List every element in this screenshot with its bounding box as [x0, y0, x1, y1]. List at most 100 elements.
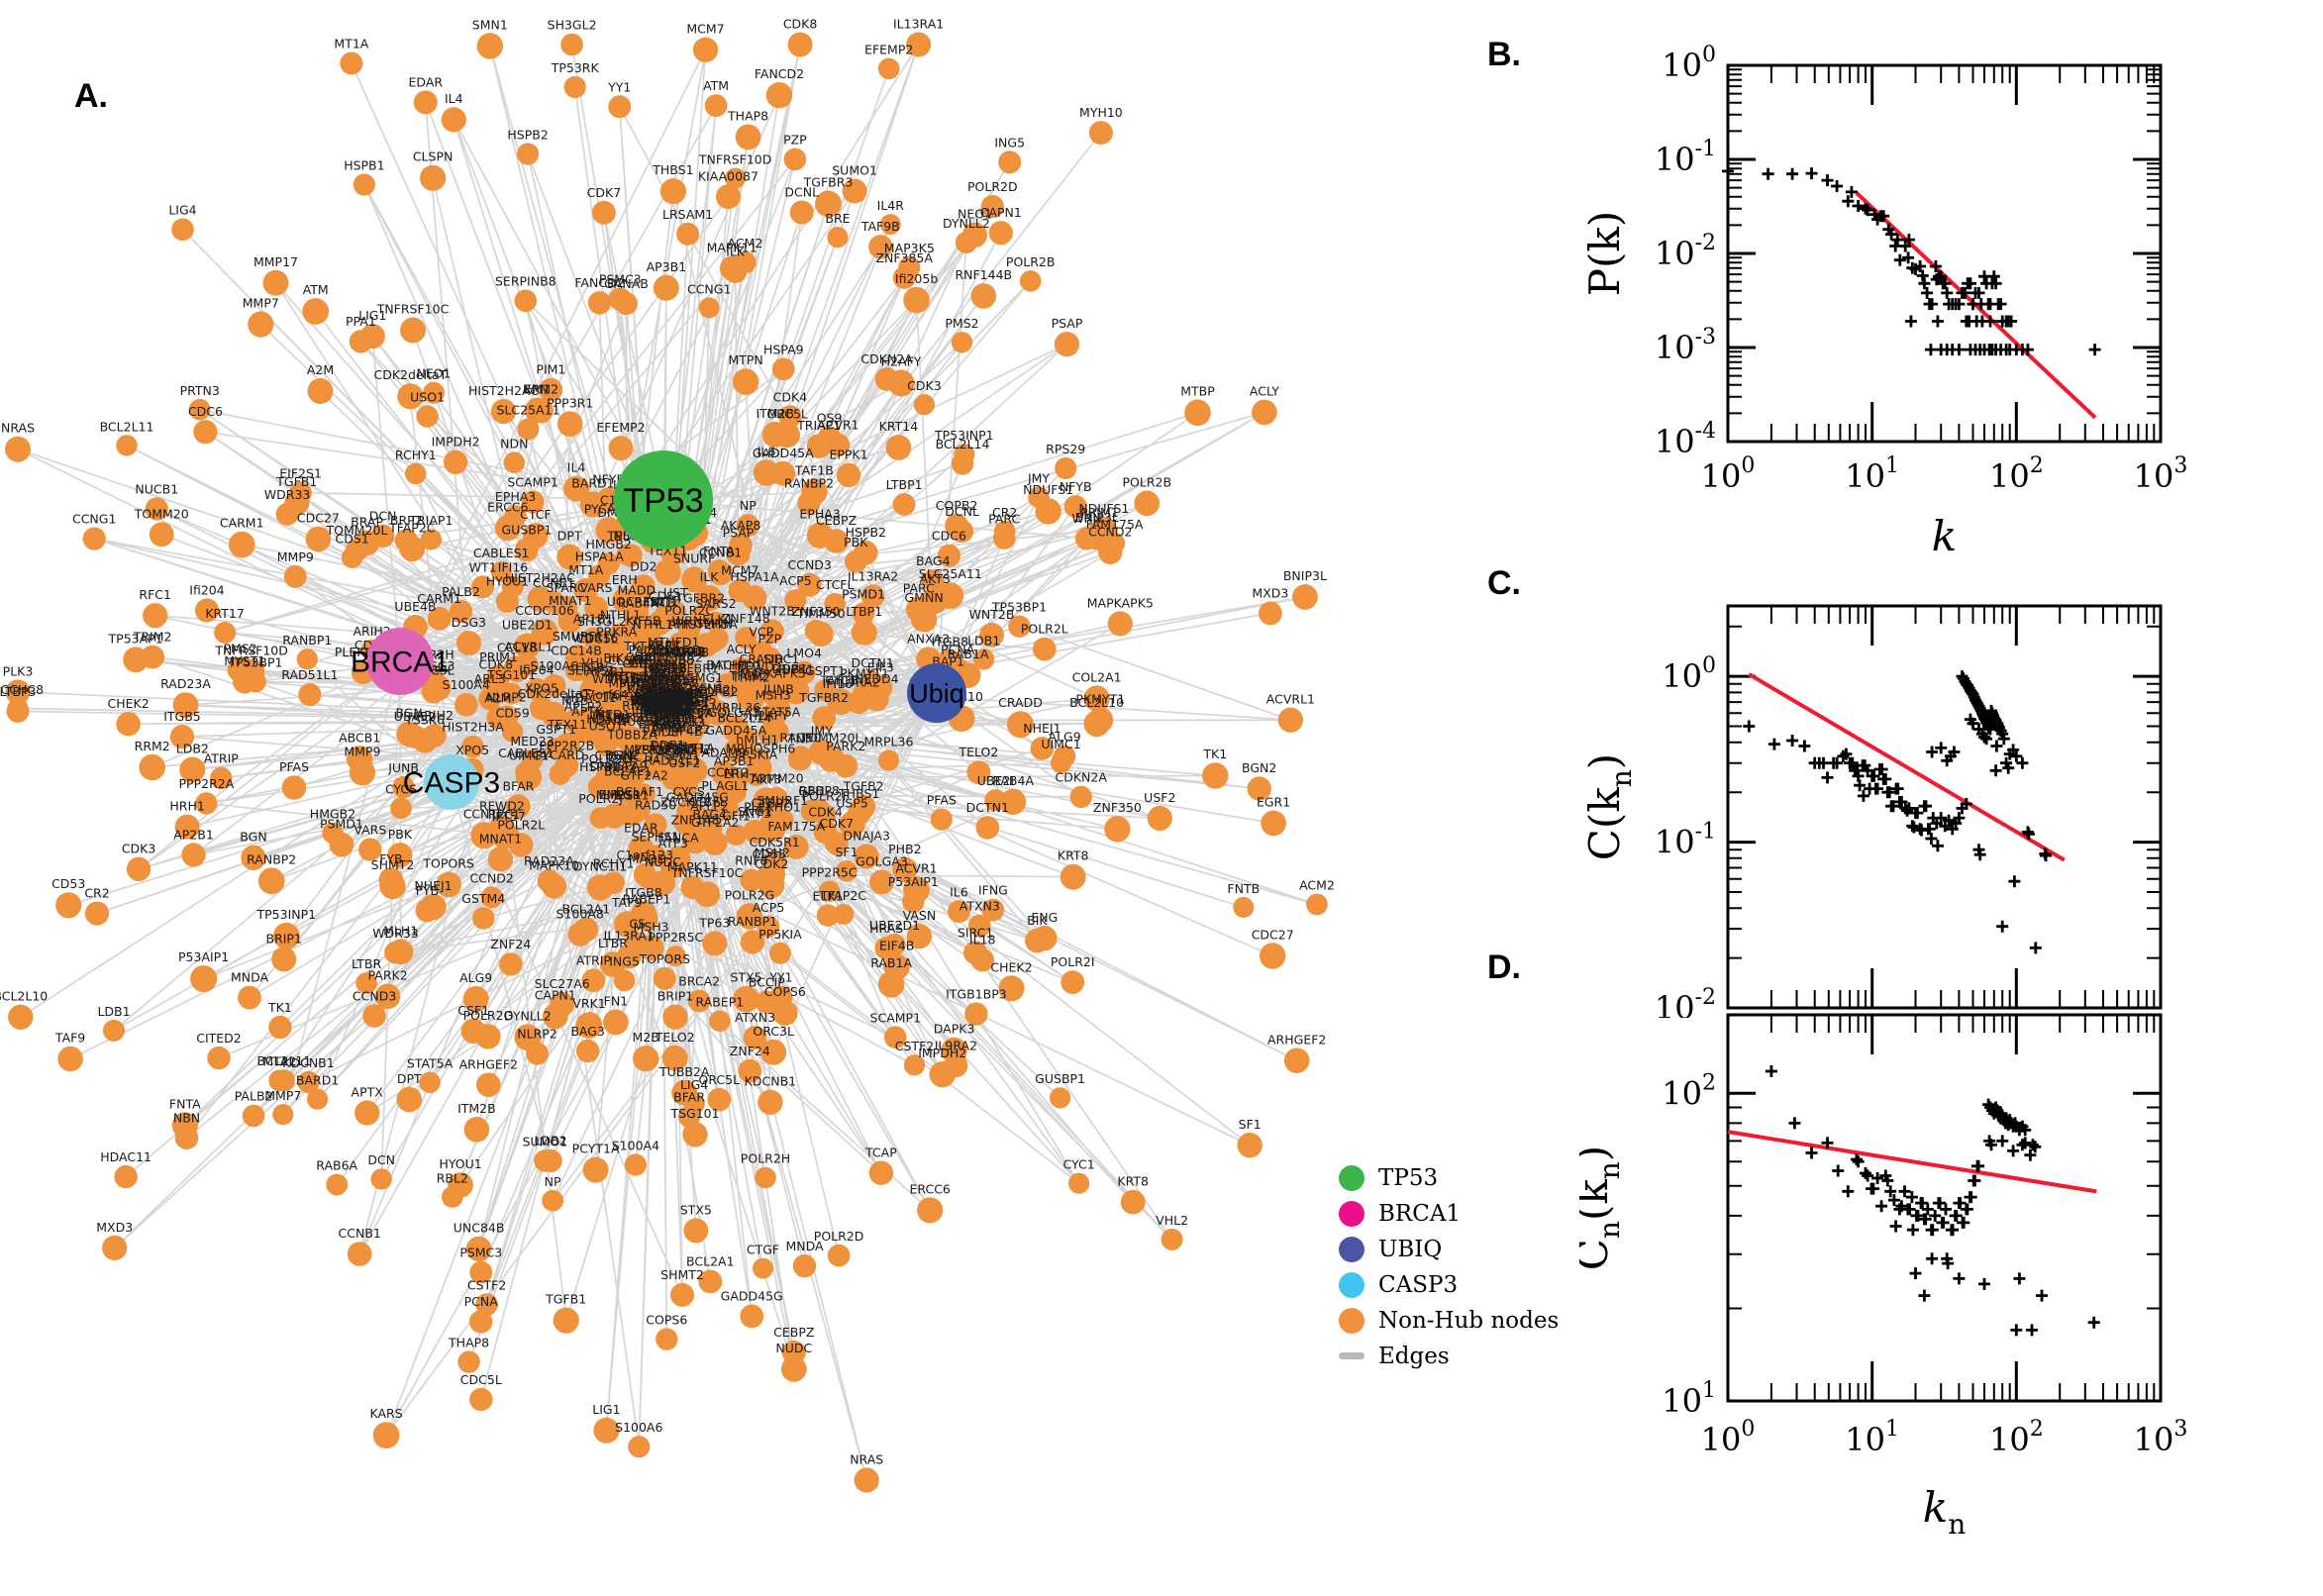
network-node	[57, 1046, 83, 1072]
network-node	[1088, 121, 1113, 146]
network-node-label: BAG3	[653, 693, 687, 708]
legend-item-non-hub-nodes: Non-Hub nodes	[1339, 1307, 1559, 1334]
network-node-label: BRIP1	[265, 931, 301, 946]
network-node-label: ACLY	[727, 642, 757, 656]
network-node-label: CD53	[753, 847, 786, 861]
network-node-label: RAD50	[635, 797, 676, 812]
network-node-label: PSMC3	[459, 1246, 502, 1260]
x-tick-label: 101	[1845, 1417, 1899, 1458]
network-node-label: PPP2R5E	[652, 646, 706, 660]
network-node-label: TAF9B	[860, 219, 900, 234]
network-node-label: HSPB1	[344, 157, 384, 172]
network-node	[384, 941, 407, 964]
network-node-label: SF1	[1239, 1117, 1262, 1132]
network-node-label: SLC25A11	[919, 566, 982, 581]
network-node-label: SEPHS1	[632, 829, 680, 844]
network-node-label: BGN	[240, 830, 266, 845]
network-node-label: MMP1	[619, 675, 656, 690]
network-node-label: CCND2	[1088, 525, 1132, 540]
network-node	[930, 808, 953, 831]
network-node	[145, 497, 168, 521]
network-node-label: VASN	[646, 691, 679, 706]
network-node-label: CEBPZ	[816, 513, 857, 528]
network-node	[482, 672, 510, 700]
network-node-label: TCAP	[659, 704, 692, 719]
network-node-label: ARHGEF2	[1267, 1032, 1326, 1047]
network-node-label: CABLES1	[498, 746, 555, 760]
network-node-label: TRIAP1	[796, 418, 841, 433]
network-node-label: TNFRSF10D	[698, 152, 772, 167]
network-node	[114, 1164, 138, 1189]
network-node	[1252, 399, 1277, 426]
network-node	[307, 378, 334, 404]
network-node-label: IL4R	[877, 198, 905, 213]
network-node-label: BARD1	[571, 475, 614, 490]
network-node-label: TRIM2	[731, 669, 770, 684]
network-node	[575, 1012, 603, 1039]
network-node	[297, 1070, 320, 1094]
network-node-label: SPARC	[547, 580, 586, 595]
network-node-label: JMY	[810, 724, 833, 739]
network-node	[476, 33, 503, 59]
network-node-label: RAB6A	[643, 700, 684, 715]
network-node-label: ITM2B	[457, 1101, 496, 1116]
network-node-label: SCAMP1	[507, 475, 558, 490]
network-node-label: BANP	[646, 692, 679, 707]
network-node-label: CDK4	[808, 805, 843, 820]
network-node-label: DPT	[557, 529, 582, 544]
network-node-label: TP53BP1	[227, 655, 282, 670]
network-node	[659, 851, 687, 878]
network-node	[84, 901, 110, 926]
network-node-label: VHL2	[643, 700, 675, 715]
network-node-label: ARIH2	[416, 708, 454, 723]
network-node-label: PFAS	[279, 759, 309, 774]
network-node	[262, 269, 289, 296]
network-node-label: MTBP	[667, 685, 702, 700]
network-node	[709, 1010, 731, 1033]
network-node	[1233, 896, 1255, 918]
network-node	[172, 692, 199, 718]
network-node	[808, 739, 835, 765]
network-node	[635, 686, 662, 714]
legend-edge-swatch	[1339, 1352, 1364, 1359]
network-node-label: TELO2	[958, 745, 998, 759]
network-node-label: CEBPZ	[773, 1325, 814, 1340]
network-node-label: BFAR	[673, 1090, 705, 1105]
network-node	[470, 822, 498, 849]
network-node-label: EM1	[524, 382, 551, 397]
network-node-label: HDAC8	[586, 712, 630, 727]
network-node	[374, 983, 401, 1010]
network-node-label: TNFRSF10D	[214, 644, 288, 658]
network-node	[687, 989, 711, 1013]
network-node	[1283, 1047, 1310, 1073]
network-node-label: BAG4	[692, 807, 727, 822]
network-node	[655, 558, 681, 586]
network-node-label: HMGB2	[310, 807, 355, 822]
network-node-label: CRADD	[998, 695, 1043, 710]
network-node	[771, 357, 795, 381]
network-node-label: NEO1	[416, 366, 451, 381]
network-node-label: WNT2B	[969, 607, 1015, 622]
network-node-label: USO1	[589, 718, 624, 733]
y-tick-label: 10-1	[1655, 137, 1716, 178]
network-node	[970, 948, 994, 972]
network-node	[768, 942, 791, 964]
network-node	[517, 143, 540, 165]
network-node-label: PDE5A	[672, 705, 714, 720]
network-node-label: NHEJ1	[414, 878, 452, 893]
network-node-label: EIF2S1	[599, 787, 642, 802]
network-node-label: SMG1	[687, 670, 723, 685]
network-node	[644, 813, 667, 837]
network-node-label: TCAP	[864, 1146, 897, 1160]
network-node	[354, 1100, 380, 1126]
network-node-label: YY1	[768, 970, 792, 985]
network-node	[711, 760, 737, 786]
network-node-label: CD59	[646, 710, 679, 725]
network-node-label: PFAS	[927, 792, 957, 807]
network-node-label: ZNF385A	[875, 250, 933, 265]
network-node	[616, 774, 639, 797]
network-node-label: ING5	[609, 954, 640, 969]
network-node	[698, 1269, 723, 1294]
network-node-label: WRN	[672, 614, 702, 629]
network-node-label: USP5	[836, 796, 868, 811]
